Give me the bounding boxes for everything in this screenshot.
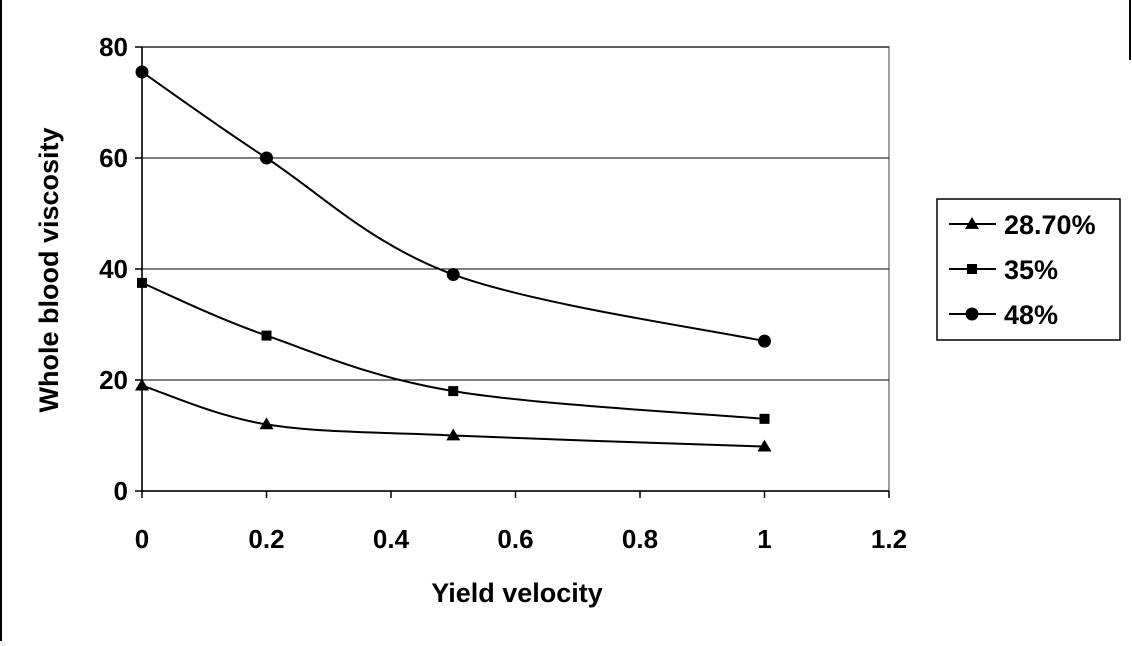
series-line-1 [141,384,765,448]
data-point-square [759,413,770,424]
series [135,65,772,452]
data-point-triangle [757,439,772,452]
data-point-triangle [259,417,274,430]
legend-marker-triangle [965,217,979,229]
data-point-triangle [135,378,149,391]
y-axis-title: Whole blood viscosity [34,127,64,412]
data-point-circle [135,65,149,79]
legend: 28.70% 35% 48% [949,210,1096,330]
x-tick-label: 0.6 [497,524,533,554]
y-tick-label: 80 [99,32,128,62]
legend-label: 35% [1004,255,1058,285]
x-tick-label: 0.4 [373,524,410,554]
data-point-circle [260,151,273,165]
y-tick-label: 20 [99,365,128,395]
x-tick-label: 0 [135,524,149,554]
legend-label: 28.70% [1004,210,1096,240]
data-point-circle [446,268,460,282]
series-line-3 [141,71,765,343]
data-point-circle [758,334,771,348]
legend-label: 48% [1004,300,1058,330]
legend-marker-square [967,264,977,274]
y-tick-label: 60 [99,143,128,173]
y-tick-label: 0 [114,476,128,506]
legend-marker-circle [965,307,979,321]
x-tick-label: 0.8 [622,524,658,554]
x-axis-title: Yield velocity [431,578,603,608]
ticks: 0 20 40 60 80 0 0.2 0.4 0.6 0.8 1 1.2 [99,32,907,554]
x-tick-label: 0.2 [248,524,284,554]
y-tick-label: 40 [99,254,128,284]
data-point-square [448,386,459,397]
data-point-triangle [446,428,461,441]
x-tick-label: 1 [757,524,771,554]
data-point-square [261,330,272,341]
data-point-square [137,277,147,288]
x-tick-label: 1.2 [871,524,907,554]
series-line-2 [141,281,765,420]
